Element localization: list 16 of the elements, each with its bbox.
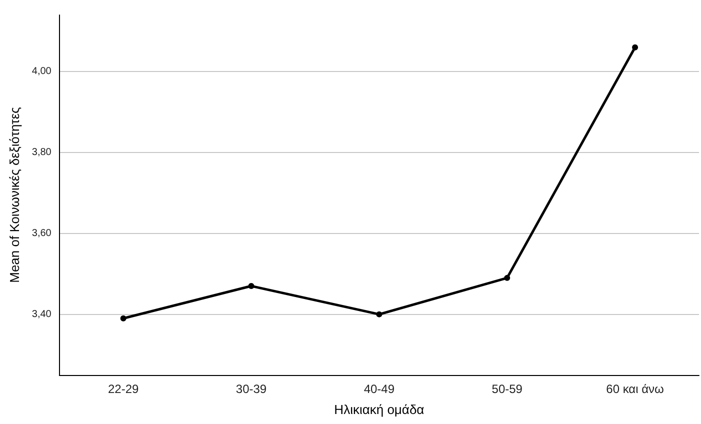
- y-tick-label: 3,60: [32, 228, 52, 239]
- point: [504, 274, 510, 281]
- x-tick-label: 60 και άνω: [606, 382, 664, 396]
- point: [248, 283, 254, 290]
- x-tick-label: 22-29: [108, 382, 139, 396]
- x-tick-label: 40-49: [364, 382, 395, 396]
- y-axis-title: Mean of Κοινωνικές δεξιότητες: [7, 107, 22, 283]
- point: [120, 315, 126, 322]
- y-tick-label: 3,40: [32, 308, 52, 320]
- point: [376, 311, 382, 318]
- x-tick-label: 30-39: [236, 382, 267, 396]
- x-axis-title: Ηλικιακή ομάδα: [334, 402, 425, 417]
- y-tick-label: 4,00: [32, 66, 52, 78]
- y-tick-label: 3,80: [32, 147, 52, 158]
- x-tick-label: 50-59: [492, 382, 523, 396]
- point: [632, 44, 638, 50]
